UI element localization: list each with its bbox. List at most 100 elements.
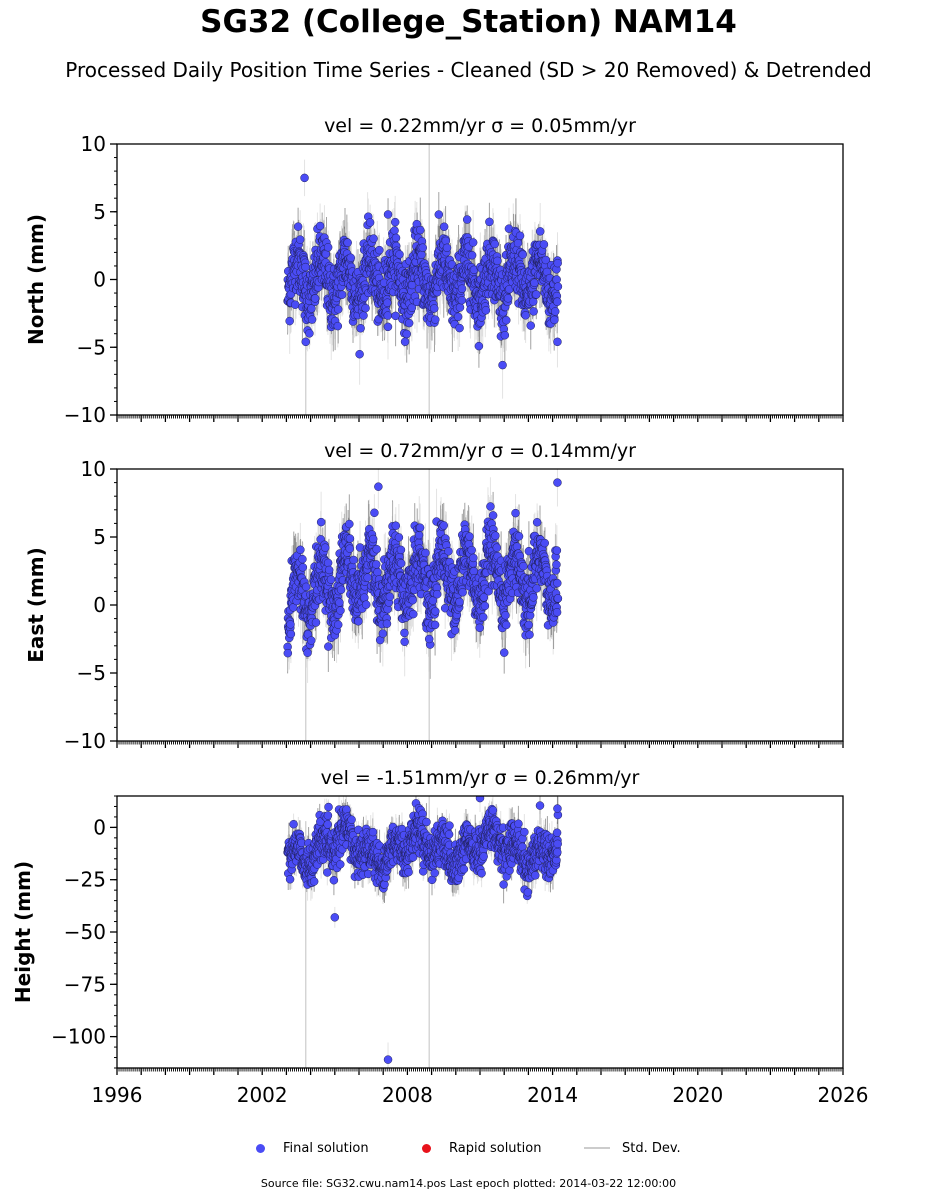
data-point	[307, 636, 316, 645]
data-point	[336, 606, 345, 615]
panel-0-data	[283, 144, 563, 415]
data-point	[468, 238, 478, 247]
data-point	[383, 322, 393, 332]
data-point	[343, 238, 352, 247]
data-point	[394, 533, 404, 542]
data-point	[354, 617, 363, 626]
data-point	[383, 298, 392, 307]
data-point	[526, 321, 535, 330]
data-point	[383, 210, 393, 219]
panel-0-title: vel = 0.22mm/yr σ = 0.05mm/yr	[324, 115, 636, 137]
data-point	[372, 560, 381, 569]
data-point	[300, 173, 309, 183]
data-point	[293, 222, 303, 231]
data-point	[363, 573, 372, 582]
data-point	[316, 517, 326, 527]
chart-title: SG32 (College_Station) NAM14	[200, 4, 737, 40]
y-tick-label: −5	[77, 335, 106, 359]
data-point	[474, 341, 484, 351]
data-point	[323, 243, 333, 252]
data-point	[359, 311, 368, 320]
data-point	[324, 565, 334, 575]
data-point	[365, 218, 375, 227]
data-point	[490, 239, 499, 249]
data-point	[502, 315, 511, 325]
panels: −10 −5 0 5 10 vel = 0.22mm/yr σ = 0.05mm/yr No…	[11, 115, 868, 1107]
data-point	[430, 304, 439, 313]
data-point	[417, 250, 426, 259]
data-point	[431, 315, 440, 324]
data-point	[286, 620, 295, 629]
y-tick-label: 5	[93, 200, 106, 224]
data-point	[409, 609, 418, 619]
data-point	[400, 637, 409, 647]
data-point	[307, 304, 316, 313]
data-point	[285, 316, 294, 326]
data-point	[283, 648, 293, 658]
data-point	[355, 543, 365, 552]
data-point	[349, 555, 358, 565]
data-point	[326, 575, 336, 584]
data-point	[457, 295, 467, 305]
data-point	[298, 554, 307, 564]
data-point	[503, 294, 513, 303]
data-point	[290, 300, 300, 309]
data-point	[532, 290, 541, 299]
data-point	[336, 585, 346, 595]
data-point	[311, 618, 321, 627]
data-point	[395, 250, 404, 259]
panel-0: −10 −5 0 5 10 vel = 0.22mm/yr σ = 0.05mm/yr No…	[24, 115, 844, 427]
data-point	[553, 258, 562, 268]
data-point	[321, 543, 330, 552]
y-tick-label: 10	[81, 132, 106, 156]
data-point	[345, 544, 354, 553]
data-point	[375, 245, 384, 255]
data-point	[361, 303, 370, 313]
data-point	[310, 294, 320, 303]
data-point	[500, 330, 510, 340]
data-point	[346, 253, 356, 263]
data-point	[513, 238, 523, 248]
data-point	[541, 255, 551, 265]
data-point	[455, 303, 465, 312]
data-point	[550, 315, 559, 325]
data-point	[552, 275, 561, 284]
data-point	[396, 545, 406, 555]
data-point	[453, 312, 463, 322]
data-point	[408, 595, 417, 605]
data-point	[418, 243, 428, 252]
y-tick-label: −10	[64, 403, 106, 427]
data-point	[296, 545, 305, 555]
data-point	[396, 559, 406, 568]
data-point	[324, 642, 333, 651]
data-point	[301, 337, 311, 347]
data-point	[372, 544, 381, 554]
data-point	[385, 592, 395, 601]
data-point	[529, 307, 538, 316]
data-point	[400, 628, 409, 638]
data-point	[481, 306, 491, 315]
panel-0-ylabel: North (mm)	[24, 214, 48, 345]
data-point	[295, 235, 305, 244]
data-point	[355, 349, 364, 359]
chart-subtitle: Processed Daily Position Time Series - C…	[65, 58, 872, 82]
data-point	[485, 217, 494, 227]
data-point	[455, 323, 464, 333]
data-point	[402, 329, 411, 339]
data-point	[333, 321, 343, 331]
data-point	[345, 519, 354, 529]
data-point	[370, 508, 379, 518]
data-point	[368, 534, 378, 544]
data-point	[467, 250, 477, 260]
data-point	[518, 250, 527, 259]
data-point	[303, 648, 312, 658]
data-point	[493, 256, 502, 266]
data-point	[553, 337, 562, 347]
data-point	[286, 629, 296, 639]
data-point	[361, 600, 371, 609]
data-point	[390, 226, 399, 235]
data-point	[416, 225, 425, 235]
data-point	[307, 315, 317, 324]
data-point	[439, 222, 449, 231]
